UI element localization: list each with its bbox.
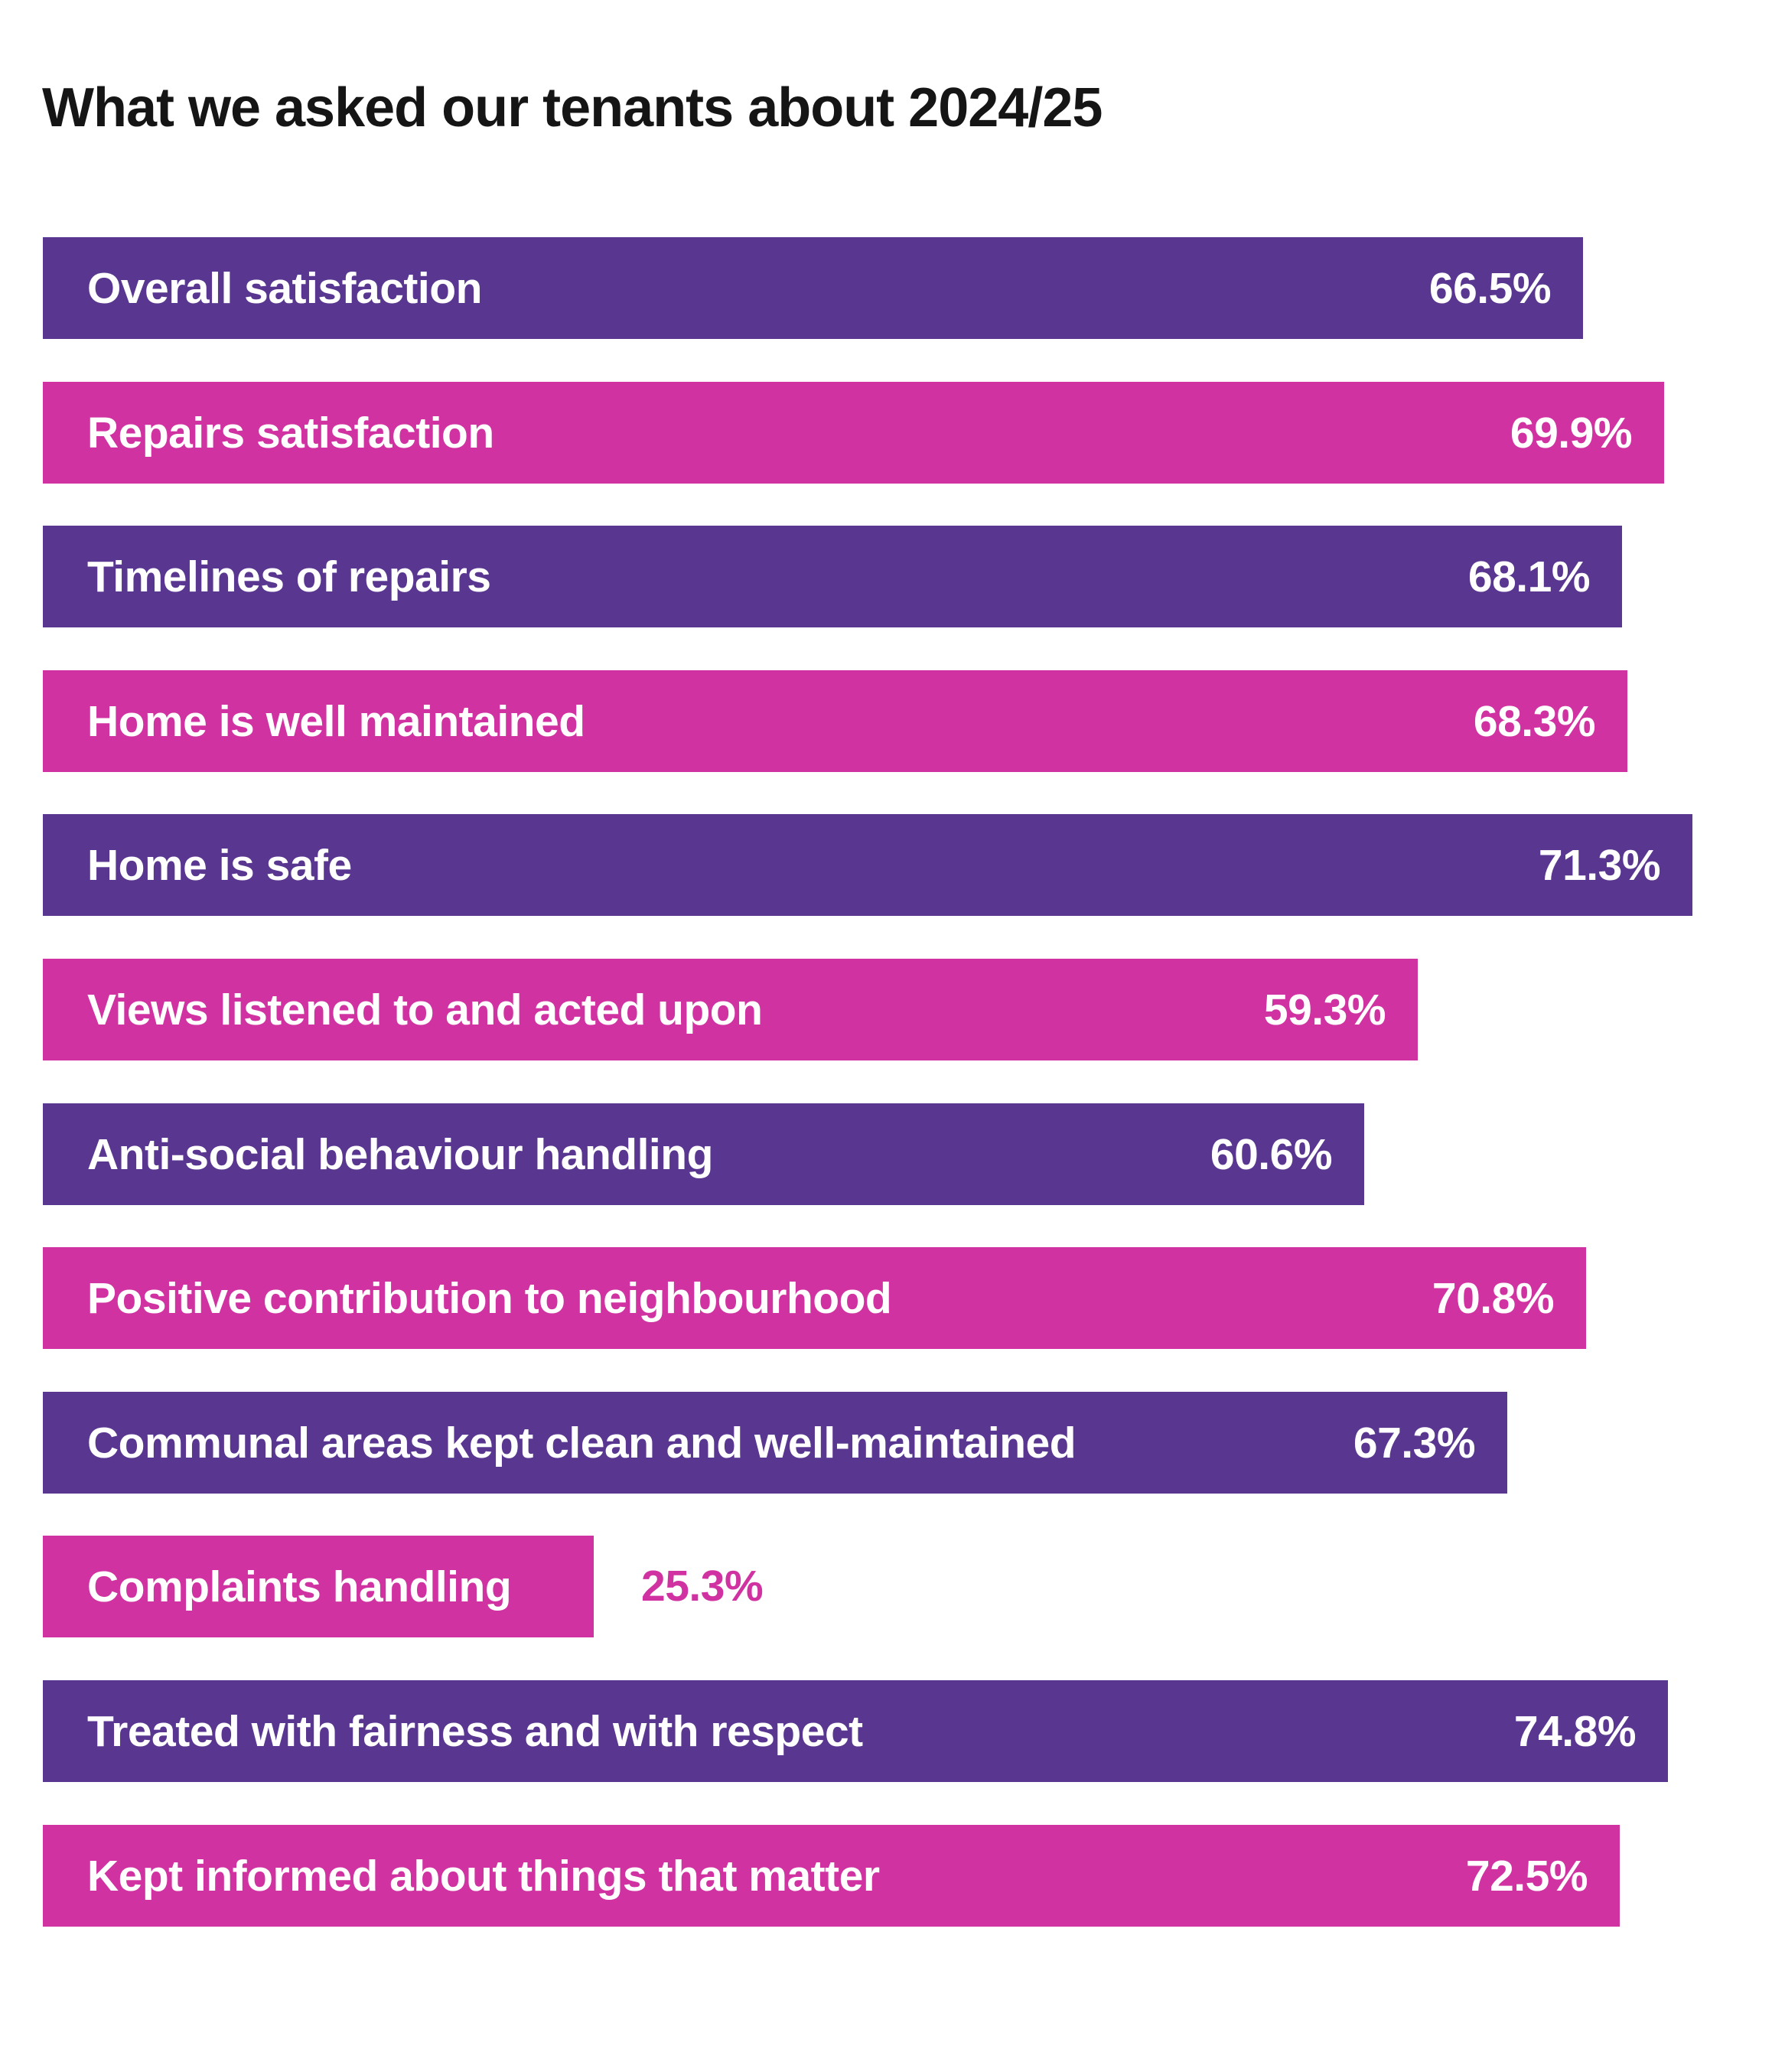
bar-value: 68.1% <box>1467 552 1591 601</box>
bar-label: Positive contribution to neighbourhood <box>87 1273 892 1323</box>
bar-label: Home is safe <box>87 840 352 890</box>
bar-communal-areas: Communal areas kept clean and well-maint… <box>43 1392 1507 1494</box>
bar-label: Repairs satisfaction <box>87 408 494 458</box>
bar-label: Timelines of repairs <box>87 552 491 601</box>
bar-row: Home is safe 71.3% <box>43 814 1692 916</box>
bar-complaints-handling: Complaints handling 25.3% <box>43 1536 594 1637</box>
bar-repairs-satisfaction: Repairs satisfaction 69.9% <box>43 382 1664 484</box>
bar-row: Complaints handling 25.3% 25.3% <box>43 1536 764 1637</box>
bar-row: Views listened to and acted upon 59.3% <box>43 959 1418 1060</box>
bar-row: Positive contribution to neighbourhood 7… <box>43 1247 1586 1349</box>
bar-row: Treated with fairness and with respect 7… <box>43 1680 1668 1782</box>
bar-row: Overall satisfaction 66.5% <box>43 237 1583 339</box>
bar-value: 71.3% <box>1538 840 1661 890</box>
bar-anti-social-behaviour: Anti-social behaviour handling 60.6% <box>43 1103 1364 1205</box>
bar-value: 60.6% <box>1210 1129 1333 1179</box>
bar-label: Overall satisfaction <box>87 263 482 313</box>
bar-row: Timelines of repairs 68.1% <box>43 526 1622 627</box>
bar-label: Communal areas kept clean and well-maint… <box>87 1418 1077 1468</box>
bar-label: Kept informed about things that matter <box>87 1851 880 1901</box>
bar-value: 59.3% <box>1263 985 1386 1034</box>
bar-value: 67.3% <box>1353 1418 1476 1468</box>
bar-kept-informed: Kept informed about things that matter 7… <box>43 1825 1620 1927</box>
bar-row: Home is well maintained 68.3% <box>43 670 1627 772</box>
bar-row: Anti-social behaviour handling 60.6% <box>43 1103 1364 1205</box>
bar-treated-with-fairness: Treated with fairness and with respect 7… <box>43 1680 1668 1782</box>
bar-value-outside: 25.3% <box>641 1562 764 1611</box>
bar-positive-contribution: Positive contribution to neighbourhood 7… <box>43 1247 1586 1349</box>
bar-value: 68.3% <box>1473 696 1596 746</box>
bar-overall-satisfaction: Overall satisfaction 66.5% <box>43 237 1583 339</box>
bar-home-is-safe: Home is safe 71.3% <box>43 814 1692 916</box>
bar-label: Treated with fairness and with respect <box>87 1706 863 1756</box>
bar-value: 69.9% <box>1510 408 1633 458</box>
bar-value: 74.8% <box>1513 1706 1637 1756</box>
bar-row: Kept informed about things that matter 7… <box>43 1825 1620 1927</box>
bar-label: Anti-social behaviour handling <box>87 1129 713 1179</box>
bar-row: Repairs satisfaction 69.9% <box>43 382 1664 484</box>
bar-value: 70.8% <box>1432 1273 1555 1323</box>
bar-views-listened: Views listened to and acted upon 59.3% <box>43 959 1418 1060</box>
bar-label: Home is well maintained <box>87 696 585 746</box>
bar-label: Complaints handling <box>87 1562 512 1611</box>
bar-label: Views listened to and acted upon <box>87 985 763 1034</box>
bar-timelines-of-repairs: Timelines of repairs 68.1% <box>43 526 1622 627</box>
bar-value: 72.5% <box>1465 1851 1588 1901</box>
bar-row: Communal areas kept clean and well-maint… <box>43 1392 1507 1494</box>
bar-home-well-maintained: Home is well maintained 68.3% <box>43 670 1627 772</box>
page-title: What we asked our tenants about 2024/25 <box>42 77 1103 138</box>
bar-value: 66.5% <box>1428 263 1552 313</box>
